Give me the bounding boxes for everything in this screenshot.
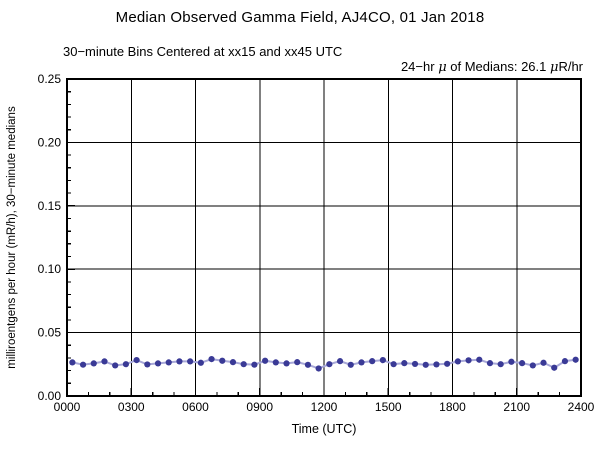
data-point (219, 357, 226, 364)
mu-symbol: μ (438, 60, 447, 75)
x-tick-label: 2100 (503, 400, 530, 414)
data-point (133, 357, 140, 364)
data-point (476, 356, 483, 363)
data-point (336, 358, 344, 365)
data-point (101, 358, 108, 365)
data-point (229, 359, 237, 366)
data-point (112, 362, 119, 369)
data-point (508, 358, 515, 365)
data-point (262, 357, 269, 364)
y-tick-label: 0.05 (38, 326, 62, 340)
y-axis-title: milliroentgens per hour (mR/h), 30−minut… (6, 106, 18, 369)
chart-title: Median Observed Gamma Field, AJ4CO, 01 J… (115, 9, 485, 26)
data-point (551, 364, 558, 371)
data-point (540, 359, 547, 366)
data-point (561, 358, 569, 365)
data-point (358, 359, 365, 366)
y-tick-label: 0.00 (38, 389, 62, 403)
data-point (197, 359, 204, 366)
subtitle-mean-pre: 24−hr (400, 59, 439, 74)
data-point (283, 360, 290, 367)
data-point (326, 361, 333, 368)
data-point (79, 361, 87, 368)
data-point (122, 361, 129, 368)
data-point (187, 358, 194, 365)
subtitle-mean-text: 24−hr μ of Medians: 26.1 μR/hr (379, 44, 583, 90)
x-tick-label: 0300 (118, 400, 145, 414)
data-point (90, 360, 97, 367)
data-point (497, 361, 504, 368)
data-point (294, 359, 301, 366)
data-point (347, 361, 354, 368)
data-point (529, 362, 536, 369)
chart-subtitle: 30−minute Bins Centered at xx15 and xx45… (63, 44, 583, 90)
x-axis-title: Time (UTC) (292, 422, 357, 436)
data-point (422, 361, 429, 368)
subtitle-mean-mid: of Medians: 26.1 (446, 59, 550, 74)
data-point (519, 360, 526, 367)
x-tick-label: 0000 (54, 400, 81, 414)
data-point (154, 360, 162, 367)
data-point (165, 359, 172, 366)
data-point (144, 361, 151, 368)
data-point (369, 358, 376, 365)
data-point (272, 359, 279, 366)
x-tick-label: 0600 (182, 400, 209, 414)
data-point (572, 356, 579, 363)
data-point (444, 360, 451, 367)
data-point (433, 361, 440, 368)
data-point (315, 365, 322, 372)
x-tick-label: 2400 (568, 400, 595, 414)
data-point (208, 356, 215, 363)
data-point (69, 359, 76, 366)
y-tick-label: 0.15 (38, 199, 62, 213)
mu-symbol: μ (549, 60, 559, 75)
data-point (411, 360, 419, 368)
y-tick-label: 0.25 (38, 72, 62, 86)
data-point (401, 360, 408, 367)
data-point (486, 360, 494, 367)
x-tick-label: 1200 (311, 400, 338, 414)
y-tick-label: 0.20 (38, 135, 62, 149)
y-tick-label: 0.10 (38, 262, 62, 276)
x-tick-label: 1500 (375, 400, 402, 414)
data-point (304, 361, 312, 368)
data-point (251, 361, 258, 368)
data-point (379, 357, 386, 364)
x-tick-label: 1800 (439, 400, 466, 414)
subtitle-mean-post: R/hr (558, 59, 583, 74)
data-point (465, 357, 472, 364)
data-point (240, 361, 247, 368)
x-tick-label: 0900 (246, 400, 273, 414)
subtitle-bins-text: 30−minute Bins Centered at xx15 and xx45… (63, 44, 343, 59)
data-point (176, 358, 183, 365)
data-point (390, 361, 397, 368)
data-point (454, 358, 461, 365)
